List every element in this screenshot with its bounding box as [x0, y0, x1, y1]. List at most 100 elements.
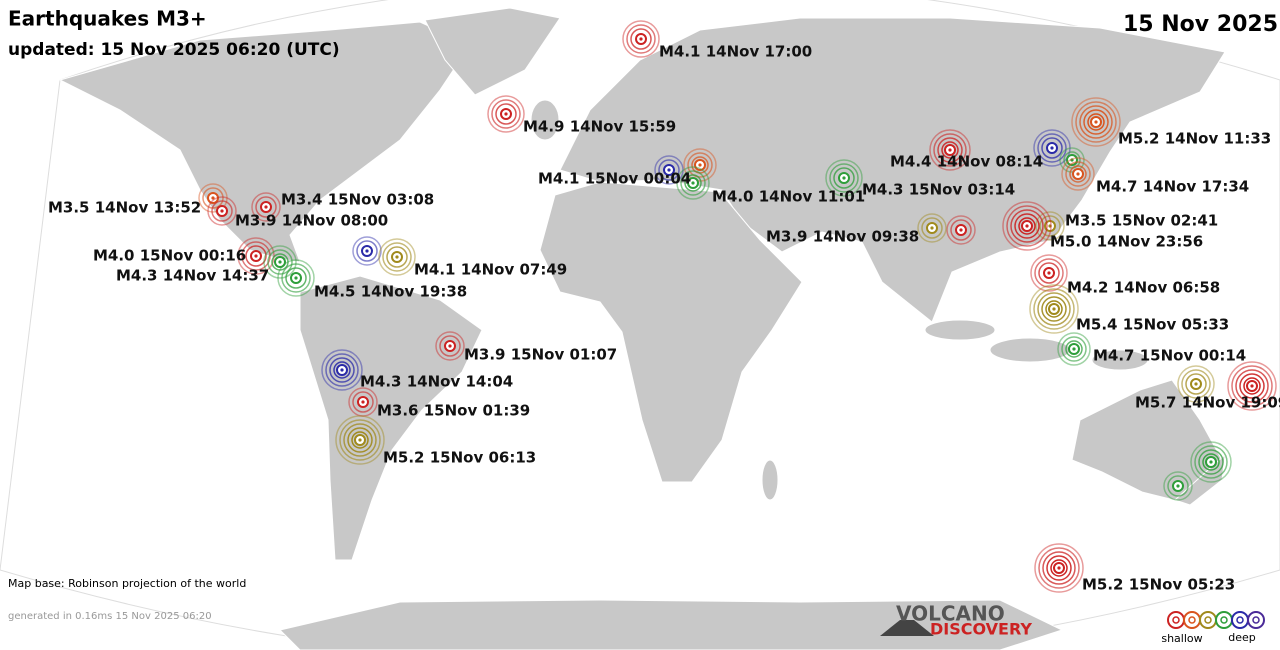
quake-marker: [1190, 441, 1232, 483]
ring: [378, 238, 416, 276]
ring: [1045, 300, 1063, 318]
ring: [1075, 101, 1117, 143]
ring: [680, 170, 706, 196]
quake-marker: [251, 192, 281, 222]
legend: shallow deep: [1161, 611, 1265, 645]
legend-ring: [1252, 616, 1260, 624]
ring: [1243, 377, 1261, 395]
logo-icon: [880, 620, 934, 636]
ring: [267, 249, 293, 275]
ring: [825, 159, 863, 197]
ring: [1069, 165, 1087, 183]
ring: [251, 192, 281, 222]
ring: [352, 236, 382, 266]
dot: [448, 344, 452, 348]
quake-marker: [1002, 201, 1052, 251]
ring: [1034, 258, 1064, 288]
ring: [676, 166, 710, 200]
dot: [667, 168, 671, 172]
ring: [1227, 361, 1277, 411]
legend-ring: [1172, 616, 1180, 624]
dot: [395, 255, 399, 259]
quake-label: M4.9 14Nov 15:59: [523, 118, 676, 136]
ring: [1194, 445, 1228, 479]
legend-ring: [1204, 616, 1212, 624]
ring: [933, 133, 967, 167]
ring: [1037, 133, 1067, 163]
ring: [1079, 105, 1113, 139]
dot: [1076, 172, 1080, 176]
ring: [281, 263, 311, 293]
ring: [687, 152, 713, 178]
ring: [495, 103, 517, 125]
dot: [1057, 566, 1061, 570]
ring: [1065, 161, 1091, 187]
dot: [1052, 307, 1056, 311]
ring: [277, 259, 315, 297]
dot: [1048, 224, 1052, 228]
ring: [622, 20, 660, 58]
ring: [929, 129, 971, 171]
legend-ring: [1247, 611, 1265, 629]
ring: [1050, 559, 1068, 577]
ring: [1057, 332, 1091, 366]
date: 15 Nov 2025: [1123, 12, 1278, 37]
quake-label: M4.4 14Nov 08:14: [890, 153, 1043, 171]
ring: [1041, 137, 1063, 159]
ring: [1042, 551, 1076, 585]
generated: generated in 0.16ms 15 Nov 2025 06:20: [8, 611, 212, 622]
ring: [487, 95, 525, 133]
quake-label: M3.5 14Nov 13:52: [48, 199, 201, 217]
dot: [959, 228, 963, 232]
ring: [255, 196, 277, 218]
quake-label: M4.7 15Nov 00:14: [1093, 347, 1246, 365]
ring: [626, 24, 656, 54]
logo-line2: DISCOVERY: [930, 620, 1032, 639]
dot: [930, 226, 934, 230]
land: [58, 7, 1226, 650]
quake-marker: [487, 95, 525, 133]
dot: [1050, 146, 1054, 150]
quake-label: M3.9 15Nov 01:07: [464, 346, 617, 364]
ring: [1061, 336, 1087, 362]
ring: [386, 246, 408, 268]
quake-label: M4.7 14Nov 17:34: [1096, 178, 1249, 196]
quake-marker: [198, 183, 228, 213]
ring: [333, 361, 351, 379]
ring: [630, 28, 652, 50]
ring: [1202, 453, 1220, 471]
ring: [1002, 201, 1052, 251]
quake-label: M5.7 14Nov 19:09: [1135, 394, 1280, 412]
ring: [1046, 555, 1072, 581]
ring: [1181, 369, 1211, 399]
ring: [941, 141, 959, 159]
dot: [842, 176, 846, 180]
updated: updated: 15 Nov 2025 06:20 (UTC): [8, 40, 340, 60]
dot: [691, 181, 695, 185]
dot: [1209, 460, 1213, 464]
logo: VOLCANO DISCOVERY: [880, 602, 1032, 639]
quake-marker: [348, 387, 378, 417]
legend-ring: [1220, 616, 1228, 624]
quake-marker: [1061, 157, 1095, 191]
quake-marker: [825, 159, 863, 197]
ring: [1014, 213, 1040, 239]
ring: [1071, 97, 1121, 147]
ring: [1018, 217, 1036, 235]
quake-marker: [1034, 543, 1084, 593]
quake-label: M4.2 14Nov 06:58: [1067, 279, 1220, 297]
quake-label: M4.0 14Nov 11:01: [712, 188, 865, 206]
quake-marker: [321, 349, 363, 391]
ring: [1034, 543, 1084, 593]
dot: [361, 400, 365, 404]
quake-label: M4.5 14Nov 19:38: [314, 283, 467, 301]
ring: [937, 137, 963, 163]
quake-marker: [435, 331, 465, 361]
quake-marker: [1057, 332, 1091, 366]
quake-label: M3.5 15Nov 02:41: [1065, 212, 1218, 230]
quake-label: M4.0 15Nov 00:16: [93, 247, 246, 265]
quake-marker: [929, 129, 971, 171]
ring: [1167, 475, 1189, 497]
ring: [245, 245, 267, 267]
dot: [294, 276, 298, 280]
